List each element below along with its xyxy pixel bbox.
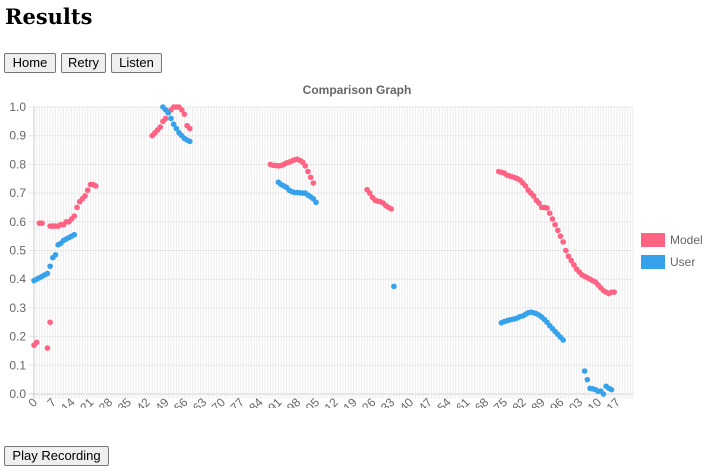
model-point — [546, 210, 553, 216]
model-point — [181, 111, 188, 117]
model-point — [44, 345, 51, 351]
model-point — [565, 253, 572, 260]
model-point — [302, 163, 309, 169]
legend-swatch — [641, 233, 665, 247]
y-tick-label: 1.0 — [9, 100, 26, 114]
y-tick-label: 0.7 — [9, 186, 26, 200]
chart-title: Comparison Graph — [303, 83, 412, 97]
user-point — [584, 376, 591, 383]
model-point — [557, 233, 564, 239]
model-point — [71, 213, 78, 219]
model-point — [39, 220, 45, 227]
model-point — [74, 204, 80, 211]
user-point — [71, 231, 78, 238]
user-point — [600, 391, 607, 397]
model-point — [305, 168, 311, 175]
user-point — [560, 337, 566, 343]
y-tick-label: 0.9 — [9, 129, 26, 143]
user-point — [391, 283, 397, 290]
user-point — [186, 138, 193, 145]
user-point — [47, 263, 53, 270]
y-tick-label: 0.1 — [9, 358, 26, 372]
user-point — [52, 252, 59, 258]
home-button[interactable]: Home — [4, 53, 56, 73]
chart-grid — [29, 106, 634, 399]
model-point — [568, 257, 575, 264]
user-point — [168, 115, 174, 122]
model-point — [554, 227, 561, 234]
model-point — [571, 262, 577, 268]
y-tick-label: 0.0 — [9, 387, 26, 401]
model-point — [549, 216, 556, 222]
model-point — [552, 221, 558, 228]
model-point — [536, 200, 542, 206]
y-tick-label: 0.6 — [9, 215, 26, 229]
model-point — [84, 187, 91, 194]
model-point — [178, 107, 185, 113]
legend-swatch — [641, 255, 665, 269]
user-point — [313, 199, 319, 206]
model-point — [388, 206, 395, 212]
retry-button[interactable]: Retry — [61, 53, 106, 73]
y-tick-label: 0.4 — [9, 272, 26, 286]
y-tick-label: 0.2 — [9, 330, 26, 344]
model-point — [157, 124, 164, 130]
model-point — [162, 115, 169, 122]
y-tick-label: 0.5 — [9, 244, 26, 258]
model-point — [47, 319, 53, 326]
model-point — [82, 193, 88, 199]
legend-label: User — [670, 255, 695, 269]
chart-legend: Model User — [641, 233, 703, 269]
x-tick-label: 7 — [44, 395, 59, 408]
user-point — [581, 368, 588, 374]
model-point — [186, 125, 193, 132]
model-point — [560, 239, 566, 245]
listen-button[interactable]: Listen — [111, 53, 162, 73]
page-title: Results — [5, 4, 93, 29]
model-point — [307, 174, 314, 181]
y-axis-labels: 0.0 0.1 0.2 0.3 0.4 0.5 0.6 0.7 0.8 0.9 1.0 — [9, 100, 26, 401]
y-tick-label: 0.8 — [9, 157, 26, 171]
user-point — [608, 386, 615, 393]
model-point — [33, 339, 40, 346]
x-tick-label: 0 — [25, 395, 40, 408]
model-point — [310, 180, 317, 186]
model-point — [522, 183, 529, 189]
model-point — [92, 183, 99, 189]
chart-points — [31, 104, 617, 397]
comparison-chart: Comparison Graph 0.00.10.20.30.40.50.60.… — [9, 83, 703, 408]
user-point — [173, 125, 180, 132]
user-point — [44, 270, 51, 277]
legend-label: Model — [670, 233, 703, 247]
y-tick-label: 0.3 — [9, 301, 26, 315]
user-point — [165, 109, 172, 116]
model-point — [366, 190, 373, 196]
user-point — [170, 121, 177, 128]
play-recording-button[interactable]: Play Recording — [4, 446, 109, 466]
model-point — [611, 289, 617, 295]
model-point — [530, 193, 537, 199]
model-point — [563, 247, 569, 254]
model-point — [544, 205, 550, 211]
